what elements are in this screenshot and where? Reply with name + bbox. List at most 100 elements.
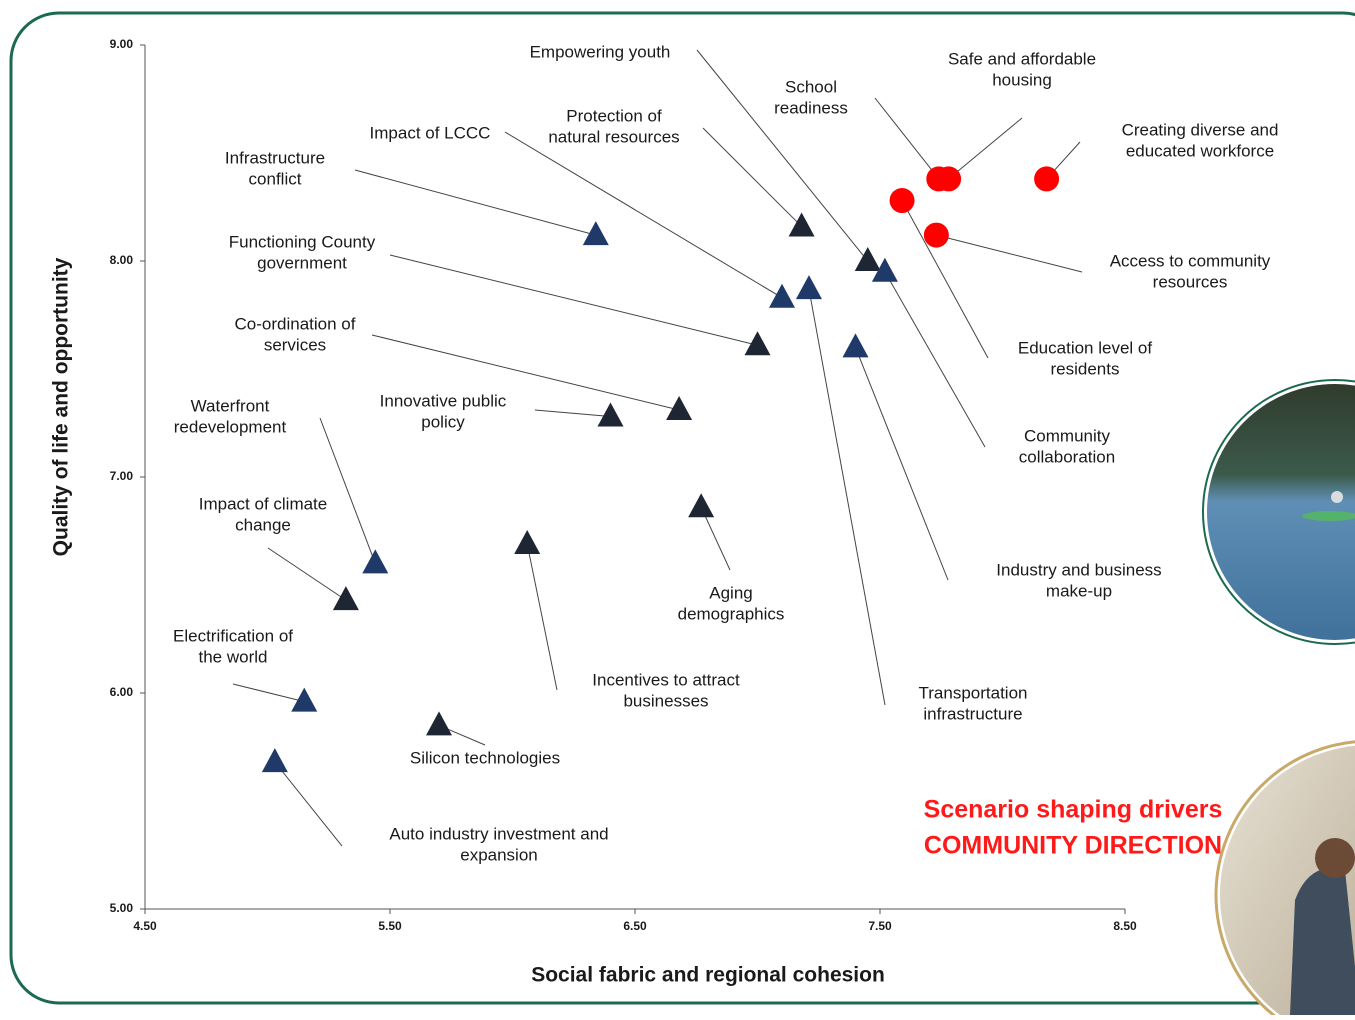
- x-tick-label: 5.50: [378, 919, 402, 933]
- point-label: residents: [1051, 359, 1120, 378]
- x-tick-label: 7.50: [868, 919, 892, 933]
- y-tick-label: 7.00: [110, 469, 134, 483]
- point-label: Education level of: [1018, 338, 1152, 357]
- point-triangle: [788, 212, 815, 237]
- point-label: Access to community: [1110, 251, 1271, 270]
- annotation: COMMUNITY DIRECTION: [924, 832, 1222, 860]
- leader-line: [534, 409, 611, 418]
- point-triangle: [871, 257, 898, 282]
- leader-line: [319, 417, 376, 564]
- point-triangle: [795, 275, 822, 300]
- annotation: Scenario shaping drivers: [924, 796, 1223, 824]
- point-circle: [926, 166, 952, 192]
- leader-line: [702, 127, 802, 227]
- point-label: educated workforce: [1126, 141, 1274, 160]
- point-label: policy: [421, 412, 465, 431]
- x-tick-label: 4.50: [133, 919, 157, 933]
- point-label: services: [264, 335, 326, 354]
- point-triangle: [854, 247, 881, 271]
- leader-line: [948, 117, 1023, 180]
- leader-line: [808, 288, 886, 706]
- leader-line: [526, 543, 558, 691]
- point-label: Innovative public: [380, 391, 507, 410]
- point-triangle: [744, 331, 771, 356]
- point-label: make-up: [1046, 581, 1112, 600]
- point-label: natural resources: [548, 127, 679, 146]
- point-label: change: [235, 515, 291, 534]
- point-label: Impact of LCCC: [370, 123, 491, 142]
- point-triangle: [362, 549, 389, 574]
- markers: [261, 166, 1060, 773]
- leader-line: [232, 683, 305, 703]
- point-triangle: [688, 493, 715, 518]
- point-label: Silicon technologies: [410, 748, 560, 767]
- point-label: housing: [992, 70, 1052, 89]
- point-label: Auto industry investment and: [389, 824, 608, 843]
- point-label: readiness: [774, 98, 848, 117]
- point-label: Creating diverse and: [1122, 120, 1279, 139]
- point-triangle: [291, 687, 318, 712]
- leader-line: [700, 507, 731, 571]
- point-label: resources: [1153, 272, 1228, 291]
- point-circle: [889, 188, 915, 214]
- leader-line: [267, 547, 347, 601]
- point-label: demographics: [678, 604, 785, 623]
- frame: [9, 11, 1355, 1005]
- leader-line: [936, 234, 1083, 273]
- point-label: Incentives to attract: [592, 670, 740, 689]
- y-tick-label: 8.00: [110, 253, 134, 267]
- point-label: Community: [1024, 426, 1110, 445]
- point-label: Protection of: [566, 106, 662, 125]
- point-label: Aging: [709, 583, 752, 602]
- leader-line: [901, 200, 989, 359]
- leader-line: [389, 254, 758, 346]
- y-tick-label: 5.00: [110, 901, 134, 915]
- point-label: conflict: [249, 169, 302, 188]
- point-label: Waterfront: [191, 396, 270, 415]
- point-triangle: [842, 333, 869, 358]
- point-label: the world: [199, 647, 268, 666]
- x-tick-label: 8.50: [1113, 919, 1137, 933]
- y-tick-label: 6.00: [110, 685, 134, 699]
- point-label: Infrastructure: [225, 148, 325, 167]
- leader-line: [874, 97, 940, 180]
- point-label: expansion: [460, 845, 538, 864]
- point-triangle: [514, 529, 541, 554]
- y-tick-label: 9.00: [110, 37, 134, 51]
- leader-line: [696, 49, 869, 262]
- point-label: businesses: [623, 691, 708, 710]
- point-label: Industry and business: [996, 560, 1161, 579]
- y-axis-title: Quality of life and opportunity: [50, 257, 73, 556]
- point-triangle: [582, 221, 609, 246]
- point-label: Impact of climate: [199, 494, 328, 513]
- point-label: collaboration: [1019, 447, 1115, 466]
- point-triangle: [426, 711, 452, 736]
- point-label: Transportation: [919, 683, 1028, 702]
- point-label: redevelopment: [174, 417, 287, 436]
- leader-line: [354, 169, 596, 236]
- point-label: Empowering youth: [530, 42, 671, 61]
- x-tick-label: 6.50: [623, 919, 647, 933]
- point-circle: [923, 222, 949, 248]
- point-triangle: [261, 748, 288, 773]
- point-triangle: [597, 402, 624, 427]
- point-label: Electrification of: [173, 626, 293, 645]
- point-label: government: [257, 253, 347, 272]
- leader-line: [884, 271, 986, 448]
- point-label: infrastructure: [923, 704, 1022, 723]
- point-label: School: [785, 77, 837, 96]
- point-label: Safe and affordable: [948, 49, 1096, 68]
- x-axis-title: Social fabric and regional cohesion: [531, 964, 885, 987]
- leader-line: [371, 334, 680, 411]
- leader-line: [855, 347, 949, 581]
- leader-line: [504, 131, 783, 299]
- point-triangle: [332, 586, 359, 611]
- point-circle: [1034, 166, 1060, 192]
- point-triangle: [769, 283, 795, 308]
- leader-line: [274, 761, 343, 847]
- point-label: Co-ordination of: [235, 314, 356, 333]
- point-label: Functioning County: [229, 232, 376, 251]
- point-triangle: [666, 396, 693, 421]
